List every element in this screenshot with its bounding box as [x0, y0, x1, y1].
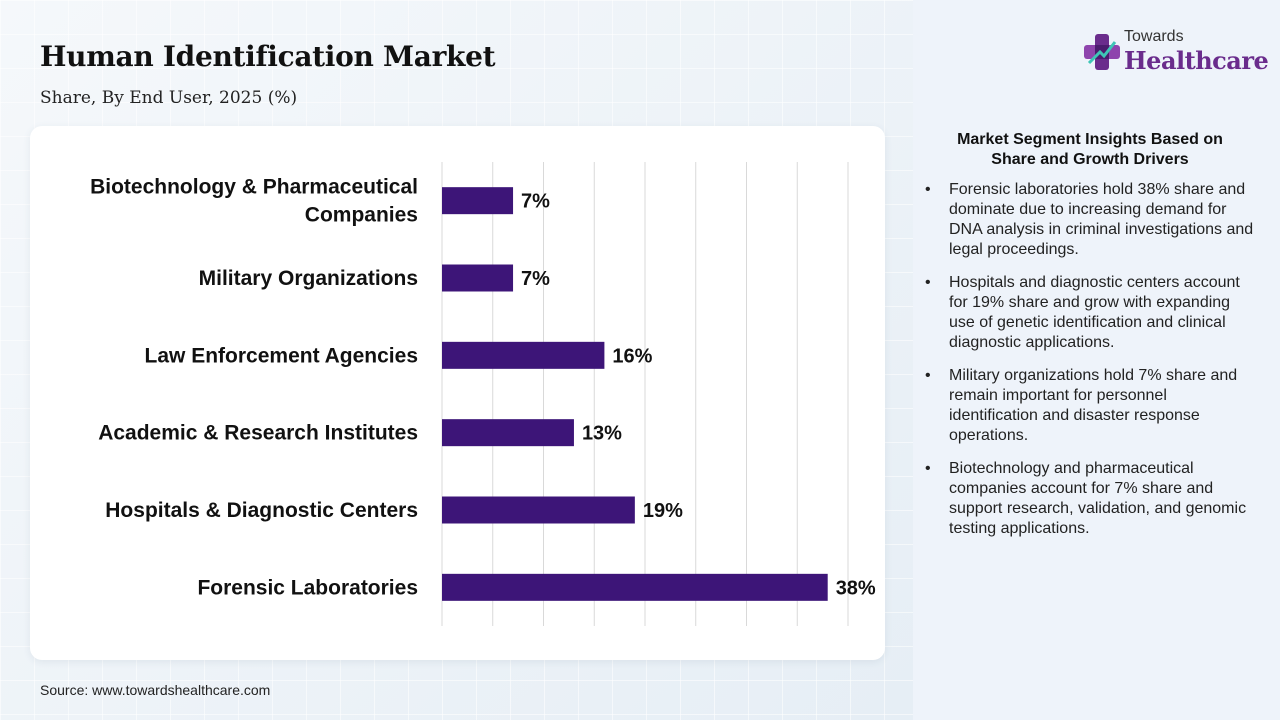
insights-list: • Forensic laboratories hold 38% share an…	[925, 180, 1255, 539]
category-label: Biotechnology & Pharmaceutical Companies	[90, 176, 418, 227]
bullet-icon: •	[925, 274, 931, 291]
logo-text-towards: Towards	[1124, 28, 1184, 45]
page-title: Human Identification Market	[40, 40, 496, 73]
bar	[442, 496, 635, 524]
towards-healthcare-logo: Towards Healthcare	[1080, 28, 1269, 78]
category-label: Military Organizations	[199, 267, 418, 290]
bullet-icon: •	[925, 460, 931, 477]
bullet-icon: •	[925, 367, 931, 384]
insights-panel-background	[913, 0, 1280, 720]
bar	[442, 264, 514, 292]
medical-cross-logo-icon	[1084, 34, 1120, 70]
bar	[442, 419, 574, 447]
data-label: 13%	[582, 423, 622, 445]
insight-item: • Biotechnology and pharmaceutical compan…	[925, 459, 1255, 539]
insight-text: Biotechnology and pharmaceutical compani…	[949, 460, 1247, 537]
insight-item: • Hospitals and diagnostic centers accoun…	[925, 273, 1255, 353]
insights-section: Market Segment Insights Based on Share a…	[925, 130, 1255, 552]
page-subtitle: Share, By End User, 2025 (%)	[40, 88, 298, 108]
insight-item: • Forensic laboratories hold 38% share an…	[925, 180, 1255, 260]
source-citation: Source: www.towardshealthcare.com	[40, 682, 271, 698]
insights-heading-line2: Share and Growth Drivers	[991, 151, 1189, 168]
data-label: 38%	[836, 577, 876, 599]
insight-text: Forensic laboratories hold 38% share and…	[949, 181, 1254, 258]
data-label: 19%	[643, 500, 683, 522]
chart-card: 7% Biotechnology & Pharmaceutical Companie…	[30, 126, 885, 660]
bar	[442, 341, 605, 369]
bar-chart: 7% Biotechnology & Pharmaceutical Companie…	[90, 162, 876, 626]
logo-text-healthcare: Healthcare	[1124, 46, 1269, 75]
data-label: 16%	[612, 345, 652, 367]
insights-heading-line1: Market Segment Insights Based on	[957, 131, 1223, 148]
category-label: Law Enforcement Agencies	[145, 344, 418, 367]
data-label: 7%	[521, 191, 550, 213]
data-label: 7%	[521, 268, 550, 290]
insights-heading: Market Segment Insights Based on Share a…	[925, 130, 1255, 170]
category-label: Hospitals & Diagnostic Centers	[105, 499, 418, 522]
insight-text: Military organizations hold 7% share and…	[949, 367, 1238, 444]
insight-item: • Military organizations hold 7% share an…	[925, 366, 1255, 446]
category-label: Academic & Research Institutes	[98, 422, 418, 445]
insight-text: Hospitals and diagnostic centers account…	[949, 274, 1240, 351]
bar	[442, 573, 828, 601]
bullet-icon: •	[925, 181, 931, 198]
category-label: Forensic Laboratories	[197, 576, 418, 599]
bar	[442, 187, 514, 215]
